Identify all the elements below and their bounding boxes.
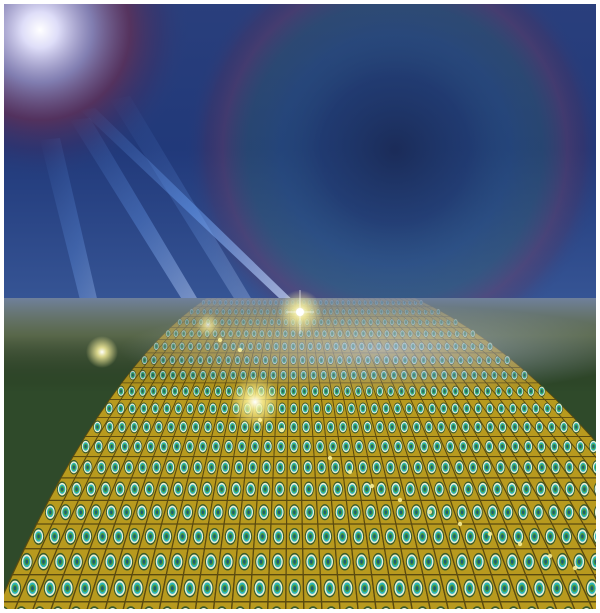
lens-flare-ring: [185, 0, 600, 360]
light-beams: [40, 96, 305, 356]
sparkles: [217, 337, 578, 571]
floor-haze: [120, 305, 600, 395]
light-spots: [86, 290, 322, 428]
